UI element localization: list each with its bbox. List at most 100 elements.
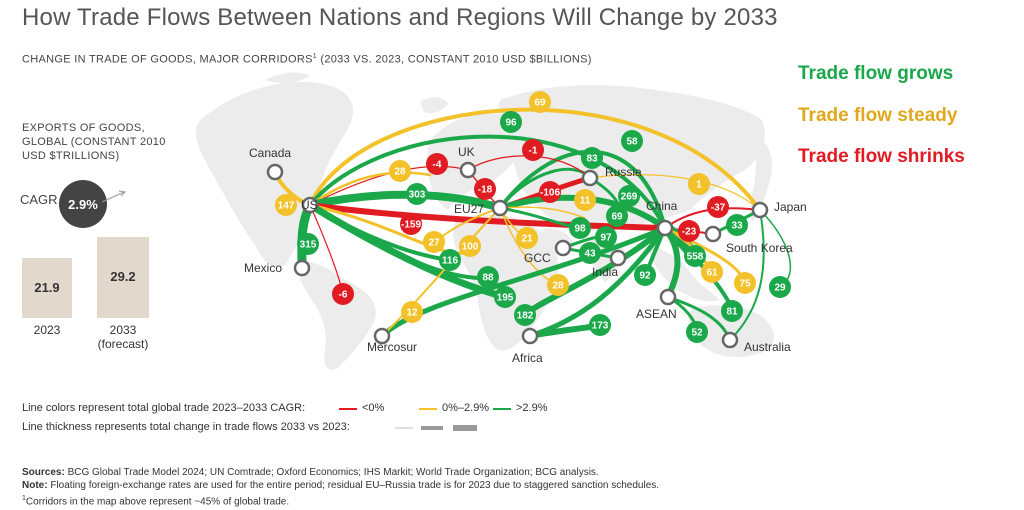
flow-value-badge (684, 245, 706, 267)
flow-value-label: 1 (696, 180, 702, 191)
node-uk (459, 161, 477, 179)
flow-value-badge (688, 173, 710, 195)
note-line: Note: Floating foreign-exchange rates ar… (22, 479, 659, 492)
flow-value-label: 69 (611, 212, 623, 223)
flow-value-label: 315 (300, 240, 317, 251)
footnote-text: Corridors in the map above represent ~45… (25, 496, 290, 508)
flow-value-label: 61 (706, 268, 718, 279)
flow-line (381, 207, 501, 337)
node-mercosur (373, 327, 391, 345)
subtitle-footnote-mark: 1 (312, 53, 317, 60)
flow-value-badge (589, 314, 611, 336)
flow-value-badge (500, 111, 522, 133)
cagr-badge: 2.9% (59, 180, 107, 228)
exports-label-line1: EXPORTS OF GOODS, (22, 122, 145, 134)
flow-value-badge (547, 274, 569, 296)
flow-value-label: 303 (409, 190, 426, 201)
flow-value-badge (529, 91, 551, 113)
footnote-mark: 1 (22, 495, 26, 502)
node-gcc (554, 239, 572, 257)
subtitle-rest: (2033 VS. 2023, CONSTANT 2010 USD $BILLI… (317, 53, 592, 66)
flow-value-label: -159 (401, 220, 421, 231)
node-china (656, 219, 674, 237)
node-russia (581, 169, 599, 187)
label-eu27: EU27 (454, 202, 484, 216)
flow-value-label: 81 (726, 307, 738, 318)
flow-value-badge (574, 189, 596, 211)
flow-value-label: 27 (428, 238, 440, 249)
label-uk: UK (458, 145, 475, 159)
line-thickness-key: Line thickness represents total change i… (22, 421, 350, 433)
label-canada: Canada (249, 146, 291, 160)
exports-year-2033-label: 2033 (109, 323, 137, 337)
node-eu27 (491, 199, 509, 217)
flow-value-label: -1 (529, 146, 538, 157)
flow-value-badge (459, 235, 481, 257)
key-mid: 0%–2.9% (442, 402, 490, 414)
label-south-korea: South Korea (726, 241, 793, 255)
region-labels: Canada US Mexico Mercosur UK EU27 Russia… (244, 145, 807, 365)
legend-grows: Trade flow grows (798, 63, 954, 84)
label-russia: Russia (605, 165, 642, 179)
flow-value-badge (634, 264, 656, 286)
legend-shrinks: Trade flow shrinks (798, 146, 965, 167)
flow-value-label: 12 (406, 308, 418, 319)
footnote-line: 1Corridors in the map above represent ~4… (22, 492, 659, 508)
label-gcc: GCC (524, 251, 551, 265)
flow-line (308, 203, 472, 255)
flow-value-label: -6 (339, 290, 348, 301)
flow-value-badge (297, 233, 319, 255)
node-canada (266, 163, 284, 181)
node-africa (521, 327, 539, 345)
node-us (301, 196, 319, 214)
page-title: How Trade Flows Between Nations and Regi… (22, 4, 778, 31)
flow-value-label: 98 (574, 224, 586, 235)
region-nodes (266, 161, 769, 349)
flow-value-label: 88 (482, 273, 494, 284)
flow-value-label: 52 (691, 328, 703, 339)
node-mexico (293, 259, 311, 277)
flow-value-badge (494, 286, 516, 308)
flow-value-label: 58 (626, 137, 638, 148)
exports-year-2033-sub: (forecast) (97, 337, 149, 351)
chart-subtitle: CHANGE IN TRADE OF GOODS, MAJOR CORRIDOR… (22, 53, 592, 66)
label-africa: Africa (512, 351, 543, 365)
flow-value-label: 100 (462, 242, 479, 253)
label-us: US (301, 198, 318, 212)
sources-text: BCG Global Trade Model 2024; UN Comtrade… (64, 467, 599, 478)
flow-value-badge (686, 321, 708, 343)
node-asean (659, 288, 677, 306)
flow-value-badge (426, 153, 448, 175)
sources-line: Sources: BCG Global Trade Model 2024; UN… (22, 466, 659, 479)
exports-year-2033: 2033 (forecast) (93, 323, 153, 351)
label-india: India (592, 265, 618, 279)
flow-value-badge (618, 185, 640, 207)
flow-value-badge (275, 194, 297, 216)
flow-value-badge (769, 276, 791, 298)
exports-label: EXPORTS OF GOODS, GLOBAL (CONSTANT 2010 … (22, 121, 182, 163)
key-negative: <0% (362, 402, 385, 414)
node-south-korea (704, 225, 722, 243)
cagr-arrow-icon (101, 190, 127, 203)
line-color-key-text: Line colors represent total global trade… (22, 402, 306, 414)
flow-line (307, 202, 668, 231)
flow-value-badge (516, 227, 538, 249)
node-australia (721, 331, 739, 349)
flow-value-label: -18 (478, 185, 493, 196)
flow-value-badge (701, 261, 723, 283)
flow-line (308, 134, 667, 230)
flow-value-label: 21 (521, 234, 533, 245)
subtitle-text: CHANGE IN TRADE OF GOODS, MAJOR CORRIDOR… (22, 53, 313, 66)
flow-value-badge (595, 226, 617, 248)
flow-value-badge (579, 242, 601, 264)
flow-value-badge (539, 181, 561, 203)
flow-value-label: 11 (580, 196, 591, 207)
label-japan: Japan (774, 200, 807, 214)
flow-value-badge (569, 217, 591, 239)
flow-line (308, 171, 432, 207)
note-text: Floating foreign-exchange rates are used… (47, 480, 660, 491)
flow-value-label: 116 (442, 256, 459, 267)
flow-value-label: 558 (687, 252, 704, 263)
flow-value-label: -106 (540, 188, 560, 199)
flow-value-badge (332, 283, 354, 305)
